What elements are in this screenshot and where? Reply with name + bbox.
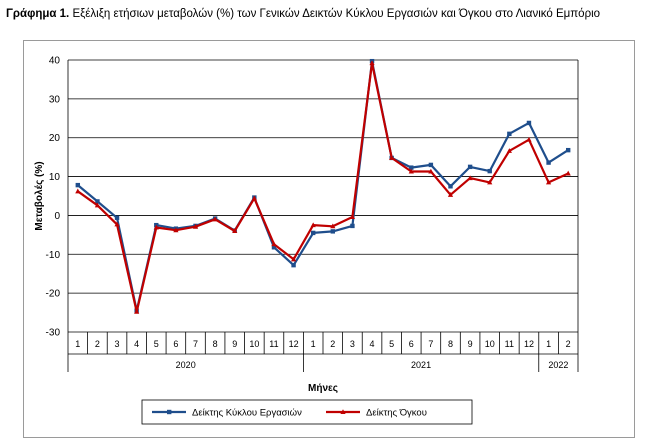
y-tick-label: 0 bbox=[54, 211, 60, 222]
series-1-point bbox=[565, 147, 571, 153]
series-1-point bbox=[546, 160, 551, 165]
series-1-point bbox=[350, 223, 355, 229]
x-tick-label: 6 bbox=[409, 339, 414, 349]
series-2-point bbox=[192, 223, 199, 229]
series-2-point bbox=[545, 179, 552, 185]
y-tick-label: -30 bbox=[46, 328, 61, 339]
series-2-point bbox=[408, 168, 414, 174]
series-1-point bbox=[114, 215, 120, 220]
x-tick-label: 4 bbox=[134, 339, 139, 349]
x-tick-label: 1 bbox=[546, 339, 551, 349]
chart-title-text: Εξέλιξη ετήσιων μεταβολών (%) των Γενικώ… bbox=[72, 8, 601, 20]
legend-box bbox=[141, 399, 473, 425]
series-2-point bbox=[75, 188, 81, 194]
year-group-label: 2020 bbox=[176, 360, 196, 370]
legend-label-2: Δείκτης Όγκου bbox=[366, 408, 427, 419]
year-group-label: 2021 bbox=[411, 360, 431, 370]
series-2-point bbox=[153, 224, 159, 230]
x-tick-label: 11 bbox=[269, 339, 278, 349]
x-tick-label: 3 bbox=[350, 339, 355, 349]
series-2-point bbox=[290, 256, 297, 262]
y-axis-title: Μεταβολές (%) bbox=[34, 161, 45, 230]
series-1-point bbox=[291, 262, 296, 268]
series-2-point bbox=[251, 195, 257, 201]
series-2-point bbox=[173, 227, 179, 233]
x-tick-label: 2 bbox=[330, 339, 335, 349]
y-tick-label: 10 bbox=[49, 172, 61, 183]
x-tick-label: 5 bbox=[154, 339, 159, 349]
legend-marker-1 bbox=[167, 409, 172, 415]
series-2-point bbox=[134, 308, 140, 314]
x-tick-label: 5 bbox=[389, 339, 394, 349]
x-tick-label: 7 bbox=[193, 339, 198, 349]
x-tick-label: 9 bbox=[232, 339, 237, 349]
x-tick-label: 2 bbox=[95, 339, 100, 349]
x-tick-label: 1 bbox=[311, 339, 316, 349]
year-group-label: 2022 bbox=[548, 360, 568, 370]
series-2-point bbox=[114, 221, 120, 227]
series-2-point bbox=[526, 136, 532, 142]
series-2-point bbox=[212, 216, 218, 222]
x-tick-label: 6 bbox=[173, 339, 178, 349]
series-2-point bbox=[428, 168, 434, 174]
series-1-point bbox=[428, 162, 434, 168]
x-tick-label: 10 bbox=[249, 339, 259, 349]
chart-title: Γράφημα 1. Εξέλιξη ετήσιων μεταβολών (%)… bbox=[6, 8, 600, 20]
y-tick-label: 40 bbox=[49, 56, 61, 67]
x-tick-label: 8 bbox=[448, 339, 453, 349]
series-line-1 bbox=[77, 60, 569, 312]
x-axis-title: Μήνες bbox=[308, 383, 338, 394]
x-tick-label: 11 bbox=[505, 339, 514, 349]
x-tick-label: 10 bbox=[485, 339, 495, 349]
series-1-point bbox=[409, 165, 414, 170]
series-1-point bbox=[330, 229, 336, 234]
series-2-point bbox=[487, 179, 493, 185]
legend-marker-2 bbox=[340, 409, 346, 414]
series-1-point bbox=[448, 184, 453, 189]
series-1-point bbox=[75, 182, 81, 188]
series-1-point bbox=[507, 131, 512, 137]
series-2-point bbox=[369, 60, 375, 66]
y-tick-label: -20 bbox=[46, 289, 61, 300]
series-1-point bbox=[310, 230, 316, 236]
series-1-point bbox=[526, 120, 532, 126]
y-tick-label: -10 bbox=[46, 250, 61, 261]
series-2-point bbox=[389, 155, 395, 160]
y-tick-label: 20 bbox=[49, 133, 61, 144]
series-2-point bbox=[467, 175, 473, 181]
legend-label-1: Δείκτης Κύκλου Εργασιών bbox=[192, 408, 302, 419]
x-tick-label: 7 bbox=[428, 339, 433, 349]
series-1-point bbox=[95, 199, 100, 204]
x-tick-label: 12 bbox=[524, 339, 534, 349]
x-tick-label: 8 bbox=[213, 339, 218, 349]
x-tick-label: 12 bbox=[289, 339, 299, 349]
series-2-point bbox=[94, 202, 101, 208]
series-1-point bbox=[487, 168, 492, 174]
x-tick-label: 1 bbox=[75, 339, 80, 349]
series-2-point bbox=[330, 223, 336, 229]
series-line-2 bbox=[77, 61, 569, 313]
x-tick-label: 9 bbox=[468, 339, 473, 349]
series-2-point bbox=[271, 241, 277, 247]
x-tick-label: 2 bbox=[566, 339, 571, 349]
series-2-point bbox=[310, 222, 316, 228]
series-2-point bbox=[232, 228, 238, 233]
series-1-point bbox=[271, 245, 277, 250]
x-tick-label: 4 bbox=[370, 339, 375, 349]
chart-title-prefix: Γράφημα 1. bbox=[6, 8, 70, 20]
series-2-point bbox=[349, 214, 356, 219]
y-tick-label: 30 bbox=[49, 94, 61, 105]
series-2-point bbox=[565, 170, 571, 176]
chart-frame bbox=[23, 40, 635, 438]
series-1-point bbox=[467, 164, 473, 170]
series-2-point bbox=[506, 148, 512, 153]
x-tick-label: 3 bbox=[115, 339, 120, 349]
series-2-point bbox=[447, 192, 454, 197]
